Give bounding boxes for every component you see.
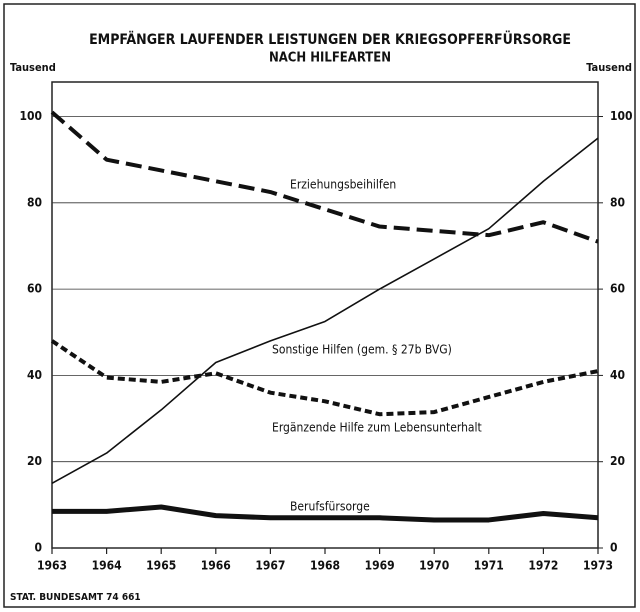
chart-subtitle: NACH HILFEARTEN	[269, 51, 391, 66]
y2-axis-label: Tausend	[586, 61, 632, 74]
y2-tick-label: 80	[610, 195, 625, 209]
series-label: Berufsfürsorge	[290, 500, 370, 514]
y-tick-label: 20	[27, 454, 42, 468]
y2-tick-label: 40	[610, 368, 625, 382]
y-tick-label: 0	[34, 541, 42, 555]
plot-frame	[51, 81, 599, 549]
y-axis-label: Tausend	[10, 61, 56, 74]
y2-tick-label: 0	[610, 541, 618, 555]
outer-frame	[3, 3, 636, 608]
line-series	[50, 339, 599, 417]
y-tick-label: 60	[27, 282, 42, 296]
x-tick-label: 1968	[310, 559, 340, 573]
series-label: Erziehungsbeihilfen	[290, 178, 396, 192]
line-series	[52, 504, 599, 523]
y-tick-label: 40	[27, 368, 42, 382]
series-label: Ergänzende Hilfe zum Lebensunterhalt	[272, 421, 482, 435]
x-tick-label: 1963	[37, 559, 67, 573]
x-tick-label: 1966	[201, 559, 231, 573]
y-tick-label: 100	[19, 109, 42, 123]
x-tick-label: 1965	[146, 559, 176, 573]
x-tick-label: 1970	[419, 559, 449, 573]
y2-tick-label: 20	[610, 454, 625, 468]
chart-title: EMPFÄNGER LAUFENDER LEISTUNGEN DER KRIEG…	[89, 30, 571, 48]
y-tick-label: 80	[27, 195, 42, 209]
x-tick-label: 1973	[583, 559, 613, 573]
x-tick-label: 1971	[474, 559, 504, 573]
source: STAT. BUNDESAMT 74 661	[10, 592, 141, 603]
y2-tick-label: 100	[610, 109, 633, 123]
x-tick-label: 1967	[255, 559, 285, 573]
y2-tick-label: 60	[610, 282, 625, 296]
x-tick-label: 1972	[528, 559, 558, 573]
x-tick-label: 1969	[365, 559, 395, 573]
line-series	[51, 137, 599, 484]
x-tick-label: 1964	[92, 559, 123, 573]
series-label: Sonstige Hilfen (gem. § 27b BVG)	[272, 343, 452, 357]
